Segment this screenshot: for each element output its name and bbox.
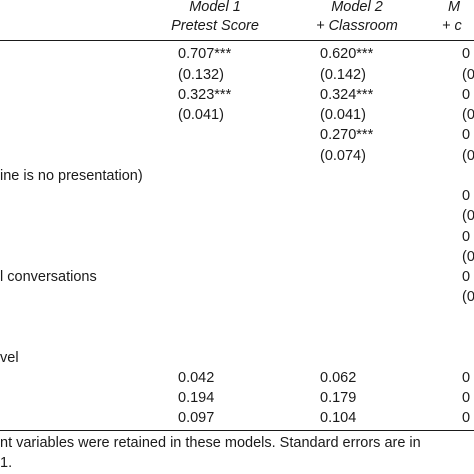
table-cell: 0: [462, 229, 471, 245]
model1-subtitle: Pretest Score: [171, 18, 259, 34]
table-cell: (0: [462, 249, 474, 265]
table-cell: (0: [462, 148, 474, 164]
table-note-line1: nt variables were retained in these mode…: [0, 435, 421, 451]
table-cell: 0.062: [320, 370, 357, 386]
model1-title: Model 1: [189, 0, 241, 15]
table-cell: 0: [462, 127, 471, 143]
model2-title: Model 2: [331, 0, 383, 15]
table-cell: 0.104: [320, 410, 357, 426]
table-cell: 0.323***: [178, 87, 232, 103]
row-label: l conversations: [0, 269, 97, 285]
table-cell: 0: [462, 188, 471, 204]
table-cell: (0.041): [320, 107, 366, 123]
table-cell: (0.041): [178, 107, 224, 123]
table-cell: 0: [462, 410, 471, 426]
table-cell: 0: [462, 370, 471, 386]
table-cell: (0.142): [320, 67, 366, 83]
table-cell: (0: [462, 107, 474, 123]
model3-title: M: [448, 0, 461, 15]
table-cell: 0.707***: [178, 46, 232, 62]
header-rule: [0, 40, 474, 41]
table-cell: 0.042: [178, 370, 215, 386]
table-cell: 0.179: [320, 390, 357, 406]
row-label: ine is no presentation): [0, 168, 143, 184]
table-cell: (0: [462, 289, 474, 305]
model3-subtitle: + c: [442, 18, 462, 34]
table-cell: 0: [462, 269, 471, 285]
table-cell: 0: [462, 87, 471, 103]
table-cell: 0.270***: [320, 127, 374, 143]
table-cell: 0.097: [178, 410, 215, 426]
table-cell: (0: [462, 208, 474, 224]
footer-rule: [0, 430, 474, 431]
table-cell: 0.324***: [320, 87, 374, 103]
table-cell: 0.620***: [320, 46, 374, 62]
table-cell: 0.194: [178, 390, 215, 406]
table-cell: (0: [462, 67, 474, 83]
table-cell: 0: [462, 390, 471, 406]
model2-subtitle: + Classroom: [316, 18, 398, 34]
table-cell: (0.132): [178, 67, 224, 83]
row-label: vel: [0, 350, 19, 366]
table-cell: (0.074): [320, 148, 366, 164]
table-note-line2: 1.: [0, 455, 13, 471]
table-cell: 0: [462, 46, 471, 62]
